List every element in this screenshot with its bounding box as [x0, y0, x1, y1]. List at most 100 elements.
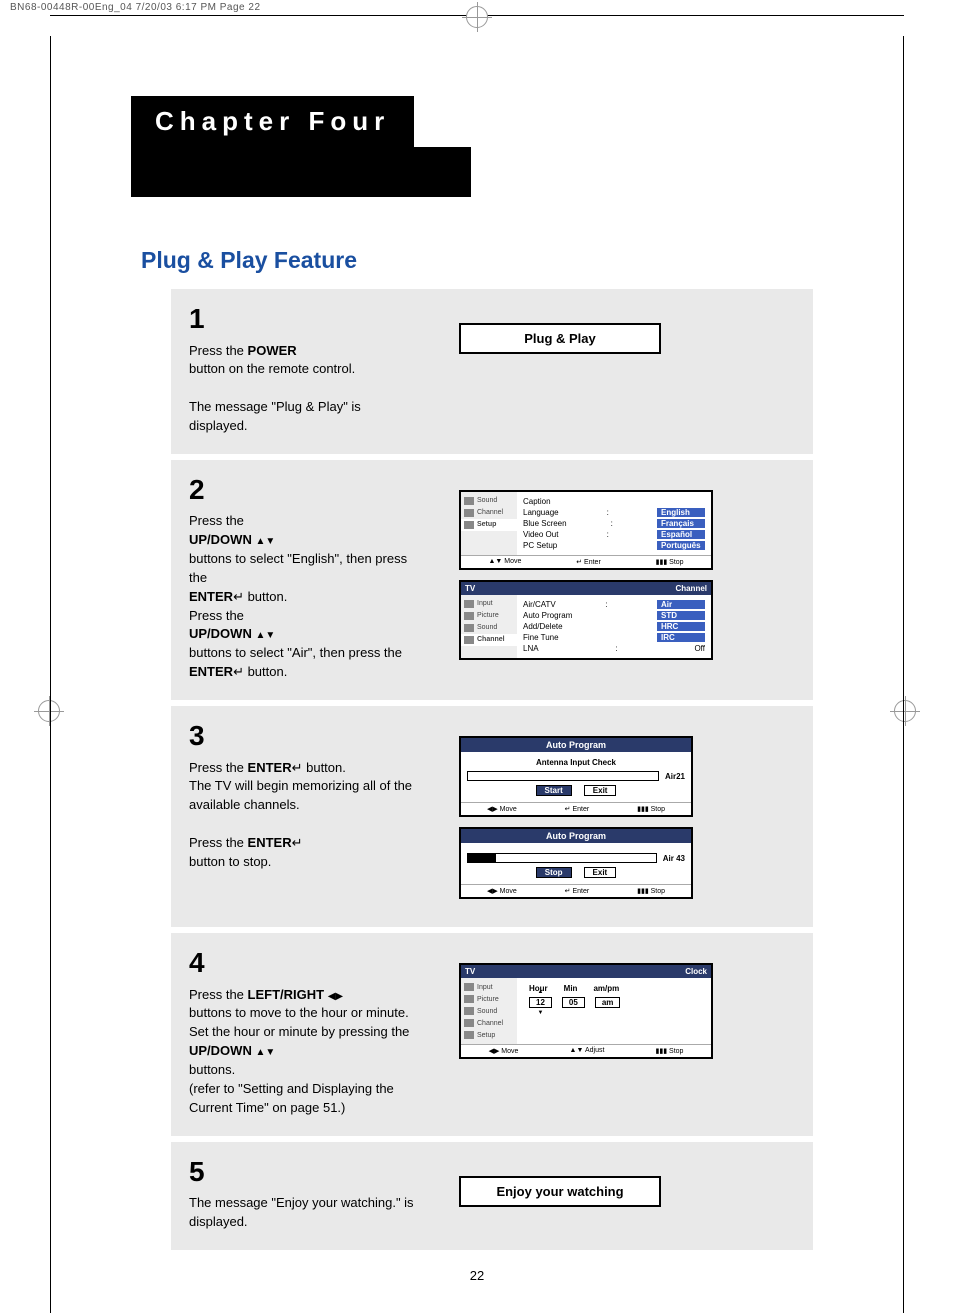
text: (refer to "Setting and Displaying the Cu… [189, 1081, 394, 1115]
tab-picture: Picture [461, 993, 517, 1005]
text: button. [303, 760, 346, 775]
menu-value: Off [694, 644, 705, 653]
crop-mark-top [50, 15, 904, 36]
start-button: Start [536, 785, 572, 796]
tab-sound: Sound [461, 495, 517, 507]
title-right: Clock [685, 967, 707, 976]
chia-block [131, 147, 471, 197]
menu-item: Add/Delete [523, 622, 563, 631]
text: buttons to move to the hour or minute. [189, 1005, 409, 1020]
text: The message "Enjoy your watching." is di… [189, 1195, 414, 1229]
arrows-icon: ◀▶ [328, 991, 343, 1002]
enter-icon: ↵ [233, 664, 244, 679]
menu-item: Language [523, 508, 559, 517]
lcd-enjoy: Enjoy your watching [459, 1176, 661, 1207]
menu-value: IRC [657, 633, 705, 642]
text-bold: UP/DOWN [189, 626, 252, 641]
channel-label: Air21 [665, 772, 685, 781]
arrows-icon: ▲▼ [255, 536, 275, 547]
page-number: 22 [141, 1268, 813, 1283]
text-bold: ENTER [189, 589, 233, 604]
osd-setup-menu: Sound Channel Setup Caption Language: En… [459, 490, 713, 570]
enter-icon: ↵ [292, 835, 303, 850]
tab-channel: Channel [461, 634, 517, 646]
dialog-title: Auto Program [461, 738, 691, 752]
menu-value: Português [657, 541, 705, 550]
footer-hint: ▮▮▮ Stop [656, 1047, 684, 1055]
text-bold: ENTER [189, 664, 233, 679]
menu-item: Air/CATV [523, 600, 556, 609]
footer-hint: ▲▼ Move [488, 558, 521, 566]
page-content: Chapter Four Plug & Play Feature 1 Press… [50, 36, 904, 1313]
text: buttons to select "English", then press … [189, 551, 407, 585]
enter-icon: ↵ [292, 760, 303, 775]
tab-sound: Sound [461, 1005, 517, 1017]
menu-item: Video Out [523, 530, 558, 539]
dialog-subtitle: Antenna Input Check [467, 758, 685, 767]
footer-hint: ▲▼ Adjust [570, 1047, 605, 1055]
step-5: 5 The message "Enjoy your watching." is … [171, 1142, 813, 1250]
stop-button: Stop [536, 867, 572, 878]
menu-value: Español [657, 530, 705, 539]
channel-label: Air 43 [663, 854, 685, 863]
menu-value: STD [657, 611, 705, 620]
text: Press the [189, 987, 248, 1002]
tab-picture: Picture [461, 610, 517, 622]
step-number: 2 [189, 470, 419, 511]
arrows-icon: ▲▼ [255, 1047, 275, 1058]
osd-auto-program-start: Auto Program Antenna Input Check Air21 S… [459, 736, 693, 817]
text: Press the [189, 608, 244, 623]
step-2: 2 Press the UP/DOWN ▲▼ buttons to select… [171, 460, 813, 700]
footer-hint: ◀▶ Move [487, 805, 517, 813]
text-bold: LEFT/RIGHT [248, 987, 325, 1002]
tab-channel: Channel [461, 507, 517, 519]
text: buttons to select "Air", then press the [189, 645, 402, 660]
col-header: am/pm [593, 984, 619, 993]
text-bold: ENTER [248, 760, 292, 775]
footer-hint: ▮▮▮ Stop [637, 805, 665, 813]
tab-input: Input [461, 598, 517, 610]
step-3: 3 Press the ENTER↵ button. The TV will b… [171, 706, 813, 927]
tab-channel: Channel [461, 1017, 517, 1029]
text: Set the hour or minute by pressing the [189, 1024, 409, 1039]
section-title: Plug & Play Feature [141, 247, 813, 274]
text: Press the [189, 760, 248, 775]
tab-setup: Setup [461, 519, 517, 531]
arrows-icon: ▲▼ [255, 630, 275, 641]
text-bold: ENTER [248, 835, 292, 850]
title-left: TV [465, 584, 475, 593]
text: Press the [189, 513, 244, 528]
exit-button: Exit [584, 785, 617, 796]
tab-setup: Setup [461, 1029, 517, 1041]
menu-value: Français [657, 519, 705, 528]
text-bold: POWER [248, 343, 297, 358]
text: buttons. [189, 1062, 235, 1077]
text: button to stop. [189, 854, 271, 869]
menu-item: Auto Program [523, 611, 572, 620]
text-bold: UP/DOWN [189, 532, 252, 547]
step-1: 1 Press the POWER button on the remote c… [171, 289, 813, 454]
osd-channel-menu: TV Channel Input Picture Sound Channel A… [459, 580, 713, 660]
title-right: Channel [675, 584, 707, 593]
hour-value: 12 [529, 997, 552, 1008]
footer-hint: ↵ Enter [576, 558, 601, 566]
text: Press the [189, 343, 248, 358]
chapter-title: Chapter Four [131, 96, 414, 147]
step-number: 4 [189, 943, 419, 984]
text: The message "Plug & Play" is displayed. [189, 399, 361, 433]
menu-item: LNA [523, 644, 539, 653]
text: button on the remote control. [189, 361, 355, 376]
menu-item: PC Setup [523, 541, 557, 550]
tab-sound: Sound [461, 622, 517, 634]
menu-value: English [657, 508, 705, 517]
tab-input: Input [461, 981, 517, 993]
text-bold: UP/DOWN [189, 1043, 252, 1058]
footer-hint: ◀▶ Move [487, 887, 517, 895]
progress-bar [467, 853, 657, 863]
menu-item: Caption [523, 497, 551, 506]
osd-clock-menu: TV Clock Input Picture Sound Channel Set… [459, 963, 713, 1059]
menu-value: HRC [657, 622, 705, 631]
osd-auto-program-progress: Auto Program Air 43 Stop Exit ◀▶ Move [459, 827, 693, 899]
text: Press the [189, 835, 248, 850]
step-number: 5 [189, 1152, 419, 1193]
